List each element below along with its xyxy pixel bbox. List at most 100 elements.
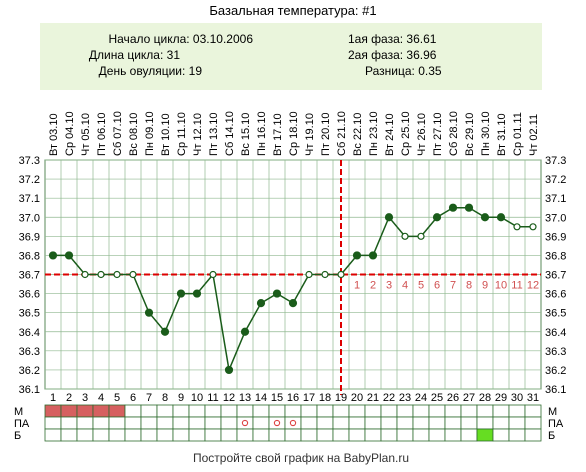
- date-labels: Вт 03.10 Ср 04.10 Чт 05.10 Пт 06.10 Сб 07.10…: [48, 111, 540, 156]
- pa-cell: [460, 416, 478, 430]
- b-cell: [476, 428, 494, 442]
- phase2-day-label: 8: [466, 280, 472, 292]
- y-tick-label-right: 37.0: [545, 212, 566, 224]
- day-number-label: 16: [287, 392, 299, 404]
- data-point: [240, 327, 250, 336]
- day-number-label: 17: [303, 392, 315, 404]
- y-tick-label-left: 36.1: [19, 384, 40, 396]
- day-number-label: 26: [447, 392, 459, 404]
- pa-cell: [108, 416, 126, 430]
- pa-mark: [273, 419, 281, 427]
- phase2-day-label: 11: [511, 280, 522, 292]
- day-number-label: 13: [239, 392, 251, 404]
- menstruation-cell: [492, 404, 510, 418]
- date-label: Ср 01.11: [512, 112, 524, 156]
- day-number-label: 20: [351, 392, 363, 404]
- b-cell: [412, 428, 430, 442]
- day-number-label: 27: [463, 392, 475, 404]
- date-label: Вт 24.10: [384, 113, 396, 156]
- data-point: [160, 327, 170, 336]
- day-number-label: 19: [335, 392, 347, 404]
- plot-area: 37.3 37.3 37.2 37.2 37.1 37.1 37.0 37.0 36.9 36.9…: [19, 155, 567, 404]
- day-number-label: 12: [223, 392, 235, 404]
- data-point: [480, 213, 490, 222]
- y-tick-label-left: 37.1: [19, 193, 40, 205]
- pa-cell: [172, 416, 190, 430]
- data-point: [496, 213, 506, 222]
- menstruation-cell: [268, 404, 286, 418]
- day-number-label: 2: [66, 392, 72, 404]
- day-number-label: 4: [98, 392, 104, 404]
- b-cell: [396, 428, 414, 442]
- menstruation-cell: [476, 404, 494, 418]
- date-label: Пт 13.10: [208, 112, 220, 156]
- y-tick-label-left: 36.2: [19, 365, 40, 377]
- day-number-label: 9: [178, 392, 184, 404]
- menstruation-cell: [284, 404, 302, 418]
- menstruation-cell: [300, 404, 318, 418]
- b-cell: [204, 428, 222, 442]
- data-point: [224, 365, 234, 375]
- phase2-day-label: 5: [418, 280, 424, 292]
- pa-cell: [188, 416, 206, 430]
- data-point: [81, 270, 89, 279]
- data-point: [144, 308, 154, 317]
- y-tick-label-right: 36.3: [545, 346, 566, 358]
- b-cell: [108, 428, 126, 442]
- footer-text[interactable]: Постройте свой график на BabyPlan.ru: [193, 451, 409, 465]
- phase2-day-label: 7: [450, 280, 456, 292]
- b-cell: [428, 428, 446, 442]
- row-label-m-left: М: [14, 406, 23, 418]
- y-tick-label-left: 37.0: [19, 212, 40, 224]
- menstruation-cell: [380, 404, 398, 418]
- data-point: [305, 270, 313, 279]
- phase2-day-label: 6: [434, 280, 440, 292]
- menstruation-cell: [140, 404, 158, 418]
- date-label: Чт 12.10: [192, 113, 204, 156]
- b-cell: [460, 428, 478, 442]
- y-tick-label-left: 36.8: [19, 250, 40, 262]
- date-label: Пт 20.10: [320, 112, 332, 156]
- y-tick-label-right: 36.9: [545, 231, 566, 243]
- date-label: Сб 14.10: [224, 111, 236, 156]
- phase1-temp: 1ая фаза: 36.61: [348, 32, 437, 46]
- pa-cell: [476, 416, 494, 430]
- y-tick-label-right: 36.1: [545, 384, 566, 396]
- b-cell: [348, 428, 366, 442]
- menstruation-cell: [60, 404, 78, 418]
- row-label-b-left: Б: [14, 430, 21, 442]
- data-point: [368, 251, 378, 260]
- b-cell: [124, 428, 142, 442]
- data-point: [288, 299, 298, 308]
- row-label-b-right: Б: [548, 430, 555, 442]
- day-number-label: 7: [146, 392, 152, 404]
- pa-cell: [412, 416, 430, 430]
- pa-cell: [60, 416, 78, 430]
- data-point: [129, 270, 137, 279]
- data-point: [272, 289, 282, 298]
- pa-cell: [92, 416, 110, 430]
- day-number-label: 21: [367, 392, 379, 404]
- y-tick-label-right: 36.6: [545, 289, 566, 301]
- y-tick-label-left: 36.6: [19, 289, 40, 301]
- pa-cell: [204, 416, 222, 430]
- y-tick-label-right: 36.5: [545, 308, 566, 320]
- day-number-label: 8: [162, 392, 168, 404]
- date-label: Вс 22.10: [352, 113, 364, 156]
- date-label: Пт 27.10: [432, 112, 444, 156]
- y-tick-label-right: 37.2: [545, 174, 566, 186]
- data-point: [352, 251, 362, 260]
- date-label: Сб 07.10: [112, 111, 124, 156]
- data-point: [113, 270, 121, 279]
- data-point: [448, 203, 458, 212]
- b-cell: [380, 428, 398, 442]
- menstruation-cell: [76, 404, 94, 418]
- data-point: [464, 203, 474, 212]
- row-label-m-right: М: [548, 406, 557, 418]
- menstruation-cell: [92, 404, 110, 418]
- y-tick-label-left: 37.2: [19, 174, 40, 186]
- b-cell: [92, 428, 110, 442]
- b-cell: [508, 428, 526, 442]
- day-number-label: 14: [255, 392, 267, 404]
- day-number-label: 28: [479, 392, 491, 404]
